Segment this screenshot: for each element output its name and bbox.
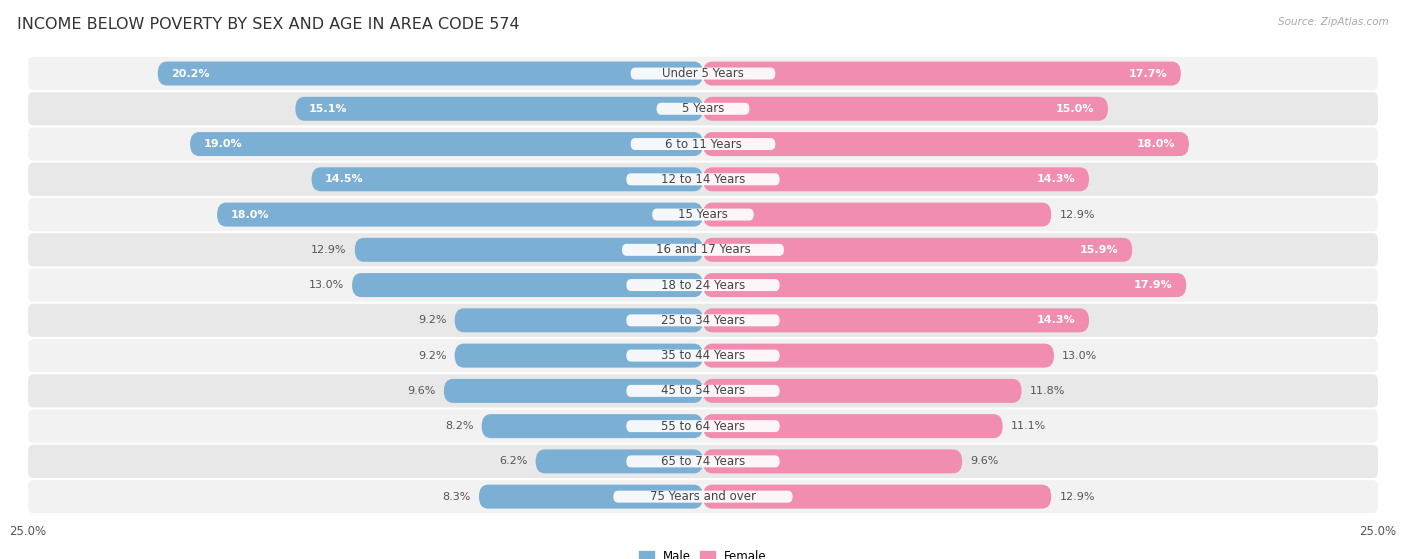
FancyBboxPatch shape <box>703 97 1108 121</box>
FancyBboxPatch shape <box>703 344 1054 368</box>
FancyBboxPatch shape <box>703 414 1002 438</box>
FancyBboxPatch shape <box>217 202 703 226</box>
FancyBboxPatch shape <box>28 304 1378 337</box>
FancyBboxPatch shape <box>28 198 1378 231</box>
FancyBboxPatch shape <box>28 92 1378 125</box>
FancyBboxPatch shape <box>312 167 703 191</box>
FancyBboxPatch shape <box>703 132 1189 156</box>
Text: 11.8%: 11.8% <box>1029 386 1064 396</box>
Text: 55 to 64 Years: 55 to 64 Years <box>661 420 745 433</box>
FancyBboxPatch shape <box>28 233 1378 267</box>
Text: 14.5%: 14.5% <box>325 174 364 184</box>
FancyBboxPatch shape <box>28 480 1378 513</box>
Text: INCOME BELOW POVERTY BY SEX AND AGE IN AREA CODE 574: INCOME BELOW POVERTY BY SEX AND AGE IN A… <box>17 17 519 32</box>
Text: 17.7%: 17.7% <box>1129 69 1167 78</box>
FancyBboxPatch shape <box>703 61 1181 86</box>
FancyBboxPatch shape <box>28 445 1378 478</box>
FancyBboxPatch shape <box>631 138 775 150</box>
Text: 6.2%: 6.2% <box>499 456 527 466</box>
FancyBboxPatch shape <box>703 238 1132 262</box>
Text: 6 to 11 Years: 6 to 11 Years <box>665 138 741 150</box>
Text: 18.0%: 18.0% <box>231 210 269 220</box>
FancyBboxPatch shape <box>28 57 1378 90</box>
Legend: Male, Female: Male, Female <box>634 546 772 559</box>
FancyBboxPatch shape <box>703 485 1052 509</box>
Text: 16 and 17 Years: 16 and 17 Years <box>655 243 751 257</box>
FancyBboxPatch shape <box>479 485 703 509</box>
FancyBboxPatch shape <box>190 132 703 156</box>
FancyBboxPatch shape <box>703 379 1022 403</box>
Text: 11.1%: 11.1% <box>1011 421 1046 431</box>
FancyBboxPatch shape <box>626 349 780 362</box>
FancyBboxPatch shape <box>28 268 1378 302</box>
Text: 15.9%: 15.9% <box>1080 245 1119 255</box>
FancyBboxPatch shape <box>613 491 793 503</box>
FancyBboxPatch shape <box>354 238 703 262</box>
FancyBboxPatch shape <box>703 273 1187 297</box>
FancyBboxPatch shape <box>28 127 1378 160</box>
Text: 9.2%: 9.2% <box>418 315 447 325</box>
FancyBboxPatch shape <box>703 449 962 473</box>
FancyBboxPatch shape <box>626 420 780 432</box>
Text: 5 Years: 5 Years <box>682 102 724 115</box>
Text: 12.9%: 12.9% <box>1059 210 1095 220</box>
Text: 18 to 24 Years: 18 to 24 Years <box>661 278 745 292</box>
FancyBboxPatch shape <box>626 173 780 185</box>
FancyBboxPatch shape <box>295 97 703 121</box>
Text: 18.0%: 18.0% <box>1137 139 1175 149</box>
Text: Source: ZipAtlas.com: Source: ZipAtlas.com <box>1278 17 1389 27</box>
Text: 65 to 74 Years: 65 to 74 Years <box>661 455 745 468</box>
Text: 25 to 34 Years: 25 to 34 Years <box>661 314 745 327</box>
FancyBboxPatch shape <box>657 103 749 115</box>
FancyBboxPatch shape <box>703 309 1090 333</box>
FancyBboxPatch shape <box>454 344 703 368</box>
FancyBboxPatch shape <box>626 279 780 291</box>
Text: 12.9%: 12.9% <box>1059 492 1095 501</box>
Text: 9.6%: 9.6% <box>408 386 436 396</box>
Text: 14.3%: 14.3% <box>1036 174 1076 184</box>
FancyBboxPatch shape <box>28 163 1378 196</box>
Text: 9.2%: 9.2% <box>418 350 447 361</box>
Text: 35 to 44 Years: 35 to 44 Years <box>661 349 745 362</box>
FancyBboxPatch shape <box>652 209 754 221</box>
FancyBboxPatch shape <box>621 244 785 256</box>
Text: 8.2%: 8.2% <box>446 421 474 431</box>
FancyBboxPatch shape <box>626 456 780 467</box>
FancyBboxPatch shape <box>28 375 1378 408</box>
FancyBboxPatch shape <box>482 414 703 438</box>
FancyBboxPatch shape <box>703 167 1090 191</box>
Text: Under 5 Years: Under 5 Years <box>662 67 744 80</box>
Text: 9.6%: 9.6% <box>970 456 998 466</box>
Text: 75 Years and over: 75 Years and over <box>650 490 756 503</box>
FancyBboxPatch shape <box>157 61 703 86</box>
FancyBboxPatch shape <box>352 273 703 297</box>
Text: 14.3%: 14.3% <box>1036 315 1076 325</box>
FancyBboxPatch shape <box>703 202 1052 226</box>
Text: 13.0%: 13.0% <box>309 280 344 290</box>
Text: 12.9%: 12.9% <box>311 245 347 255</box>
FancyBboxPatch shape <box>631 68 775 79</box>
FancyBboxPatch shape <box>536 449 703 473</box>
Text: 8.3%: 8.3% <box>443 492 471 501</box>
FancyBboxPatch shape <box>28 410 1378 443</box>
Text: 45 to 54 Years: 45 to 54 Years <box>661 385 745 397</box>
FancyBboxPatch shape <box>28 339 1378 372</box>
FancyBboxPatch shape <box>444 379 703 403</box>
Text: 15.1%: 15.1% <box>309 104 347 114</box>
Text: 19.0%: 19.0% <box>204 139 242 149</box>
FancyBboxPatch shape <box>626 385 780 397</box>
Text: 20.2%: 20.2% <box>172 69 209 78</box>
Text: 17.9%: 17.9% <box>1135 280 1173 290</box>
FancyBboxPatch shape <box>454 309 703 333</box>
FancyBboxPatch shape <box>626 314 780 326</box>
Text: 12 to 14 Years: 12 to 14 Years <box>661 173 745 186</box>
Text: 15.0%: 15.0% <box>1056 104 1094 114</box>
Text: 15 Years: 15 Years <box>678 208 728 221</box>
Text: 13.0%: 13.0% <box>1062 350 1097 361</box>
